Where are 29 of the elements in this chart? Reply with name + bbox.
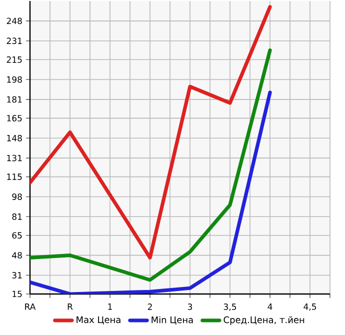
line-series bbox=[30, 90, 272, 294]
line-series bbox=[30, 5, 272, 260]
x-tick-label: 1 bbox=[108, 304, 112, 310]
y-tick-label: 81 bbox=[12, 213, 22, 220]
y-tick-label: 181 bbox=[7, 96, 22, 103]
y-tick-label: 165 bbox=[7, 114, 22, 122]
y-tick-label: 198 bbox=[7, 76, 22, 83]
y-tick-label: 148 bbox=[7, 134, 22, 142]
x-tick-label: 3 bbox=[188, 304, 192, 310]
x-tick-label: R bbox=[68, 304, 73, 310]
y-tick-label: 248 bbox=[6, 18, 22, 24]
legend-label: Max Цена bbox=[76, 316, 120, 324]
y-tick-label: 31 bbox=[12, 272, 22, 278]
y-tick-label: 215 bbox=[6, 56, 22, 63]
y-tick-label: 231 bbox=[6, 38, 22, 44]
y-tick-label: 131 bbox=[7, 154, 22, 162]
x-tick-label: RA bbox=[25, 304, 36, 310]
line-series bbox=[30, 48, 272, 282]
y-tick-label: 98 bbox=[12, 194, 22, 200]
x-tick-label: 3,5 bbox=[224, 304, 236, 311]
y-tick-label: 65 bbox=[12, 232, 22, 239]
y-tick-label: 48 bbox=[12, 252, 22, 259]
legend-label: Min Цена bbox=[152, 316, 193, 324]
x-tick-label: 4 bbox=[268, 304, 272, 310]
x-tick-label: 2 bbox=[148, 304, 152, 310]
x-tick-label: 4,5 bbox=[304, 304, 316, 311]
legend-label: Сред.Цена, т.йен bbox=[224, 316, 304, 325]
y-tick-label: 115 bbox=[7, 174, 22, 180]
y-tick-label: 15 bbox=[12, 290, 22, 298]
